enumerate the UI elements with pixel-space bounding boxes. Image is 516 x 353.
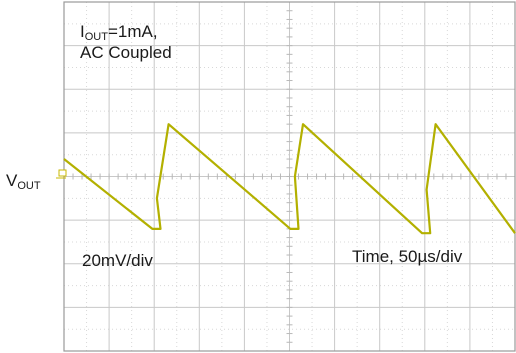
channel-label-subscript: OUT	[17, 180, 41, 192]
channel-label: VOUT	[6, 171, 41, 192]
condition-label-line1: IOUT=1mA,	[80, 22, 158, 43]
time-scale-label: Time, 50µs/div	[352, 247, 463, 266]
condition-current-subscript: OUT	[85, 31, 109, 43]
channel-label-symbol: V	[6, 171, 18, 190]
condition-current-symbol: I	[80, 22, 85, 41]
scope-grid	[63, 1, 516, 352]
condition-label-line2: AC Coupled	[80, 43, 172, 62]
trace-layer	[63, 122, 516, 235]
condition-current-value: =1mA,	[108, 22, 158, 41]
vertical-scale-label: 20mV/div	[82, 251, 153, 270]
ripple-trace	[63, 123, 516, 235]
channel-ground-marker	[56, 169, 67, 179]
